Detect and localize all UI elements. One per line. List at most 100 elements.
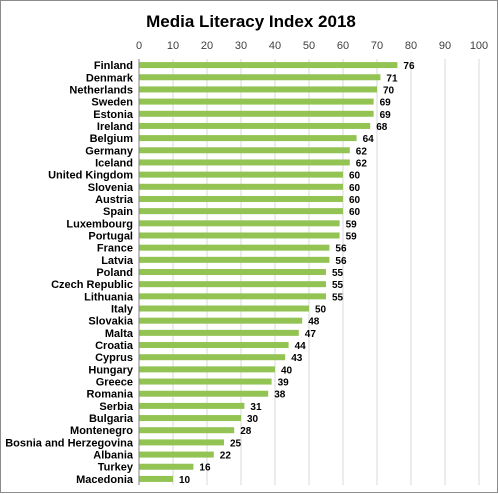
bar-cyprus [139, 354, 286, 361]
x-tick-label-30: 30 [235, 40, 247, 52]
chart-title: Media Literacy Index 2018 [146, 12, 356, 31]
category-label-macedonia: Macedonia [76, 474, 134, 486]
category-label-portugal: Portugal [88, 230, 133, 242]
category-label-austria: Austria [95, 194, 134, 206]
bar-slovenia [139, 183, 343, 190]
bar-bosnia-and-herzegovina [139, 439, 224, 446]
category-labels: FinlandDenmarkNetherlandsSwedenEstoniaIr… [5, 60, 134, 486]
value-label-spain: 60 [349, 207, 361, 218]
x-tick-label-0: 0 [136, 40, 142, 52]
category-label-lithuania: Lithuania [84, 291, 134, 303]
bar-estonia [139, 110, 374, 117]
category-label-bulgaria: Bulgaria [89, 413, 134, 425]
bar-austria [139, 195, 343, 202]
category-label-belgium: Belgium [90, 133, 134, 145]
category-label-germany: Germany [85, 145, 134, 157]
category-label-netherlands: Netherlands [69, 84, 133, 96]
category-label-spain: Spain [103, 206, 133, 218]
bar-ireland [139, 122, 371, 129]
value-label-united-kingdom: 60 [349, 171, 361, 182]
value-label-ireland: 68 [376, 122, 388, 133]
value-label-czech-republic: 55 [332, 280, 344, 291]
x-tick-label-90: 90 [439, 40, 451, 52]
value-label-montenegro: 28 [240, 426, 252, 437]
category-label-cyprus: Cyprus [95, 352, 133, 364]
category-label-united-kingdom: United Kingdom [48, 170, 133, 182]
bar-poland [139, 269, 326, 275]
value-label-hungary: 40 [281, 365, 293, 376]
value-label-denmark: 71 [386, 73, 398, 84]
value-label-malta: 47 [305, 329, 317, 340]
value-label-turkey: 16 [199, 463, 211, 474]
category-label-iceland: Iceland [95, 157, 133, 169]
bar-denmark [139, 74, 381, 81]
bar-slovakia [139, 317, 303, 324]
category-label-slovenia: Slovenia [88, 182, 134, 194]
x-tick-label-10: 10 [167, 40, 179, 52]
category-label-romania: Romania [87, 389, 134, 401]
value-label-estonia: 69 [380, 110, 392, 121]
category-label-montenegro: Montenegro [70, 425, 133, 437]
value-label-bosnia-and-herzegovina: 25 [230, 438, 242, 449]
bar-finland [139, 62, 398, 69]
category-label-turkey: Turkey [98, 462, 134, 474]
value-label-finland: 76 [403, 61, 415, 72]
category-label-hungary: Hungary [88, 364, 134, 376]
bar-spain [139, 208, 343, 215]
value-label-austria: 60 [349, 195, 361, 206]
category-label-malta: Malta [105, 328, 134, 340]
bar-lithuania [139, 293, 326, 300]
value-label-france: 56 [335, 244, 347, 255]
x-tick-label-20: 20 [201, 40, 213, 52]
x-tick-label-80: 80 [405, 40, 417, 52]
bar-germany [139, 147, 350, 154]
bars [139, 62, 398, 482]
bar-greece [139, 378, 272, 385]
x-tick-label-100: 100 [470, 40, 488, 52]
bar-united-kingdom [139, 171, 343, 178]
bar-hungary [139, 366, 275, 373]
category-label-sweden: Sweden [91, 97, 133, 109]
category-label-denmark: Denmark [86, 72, 134, 84]
bar-latvia [139, 256, 330, 263]
category-label-greece: Greece [96, 377, 133, 389]
value-label-germany: 62 [356, 146, 368, 157]
bar-belgium [139, 135, 357, 142]
category-label-bosnia-and-herzegovina: Bosnia and Herzegovina [5, 437, 134, 449]
bar-turkey [139, 463, 194, 470]
value-label-iceland: 62 [356, 158, 368, 169]
value-label-romania: 38 [274, 390, 286, 401]
bar-romania [139, 390, 269, 397]
value-label-netherlands: 70 [383, 85, 395, 96]
bar-montenegro [139, 427, 235, 434]
category-label-ireland: Ireland [97, 121, 133, 133]
x-tick-label-70: 70 [371, 40, 383, 52]
bar-france [139, 244, 330, 251]
value-label-italy: 50 [315, 305, 327, 316]
category-label-serbia: Serbia [99, 401, 134, 413]
value-label-luxembourg: 59 [346, 219, 358, 230]
category-label-croatia: Croatia [95, 340, 134, 352]
value-label-albania: 22 [220, 451, 232, 462]
bar-luxembourg [139, 220, 340, 227]
bar-czech-republic [139, 281, 326, 288]
value-label-serbia: 31 [250, 402, 262, 413]
bar-bulgaria [139, 415, 241, 422]
x-tick-label-60: 60 [337, 40, 349, 52]
bar-croatia [139, 342, 289, 349]
category-label-latvia: Latvia [101, 255, 134, 267]
x-tick-label-40: 40 [269, 40, 281, 52]
x-tick-label-50: 50 [303, 40, 315, 52]
value-label-belgium: 64 [363, 134, 375, 145]
value-label-portugal: 59 [346, 231, 358, 242]
value-label-lithuania: 55 [332, 292, 344, 303]
category-label-albania: Albania [93, 450, 134, 462]
bar-malta [139, 329, 299, 336]
value-label-macedonia: 10 [179, 475, 191, 486]
value-label-latvia: 56 [335, 256, 347, 267]
bar-iceland [139, 159, 350, 166]
value-label-slovenia: 60 [349, 183, 361, 194]
bar-sweden [139, 98, 374, 105]
